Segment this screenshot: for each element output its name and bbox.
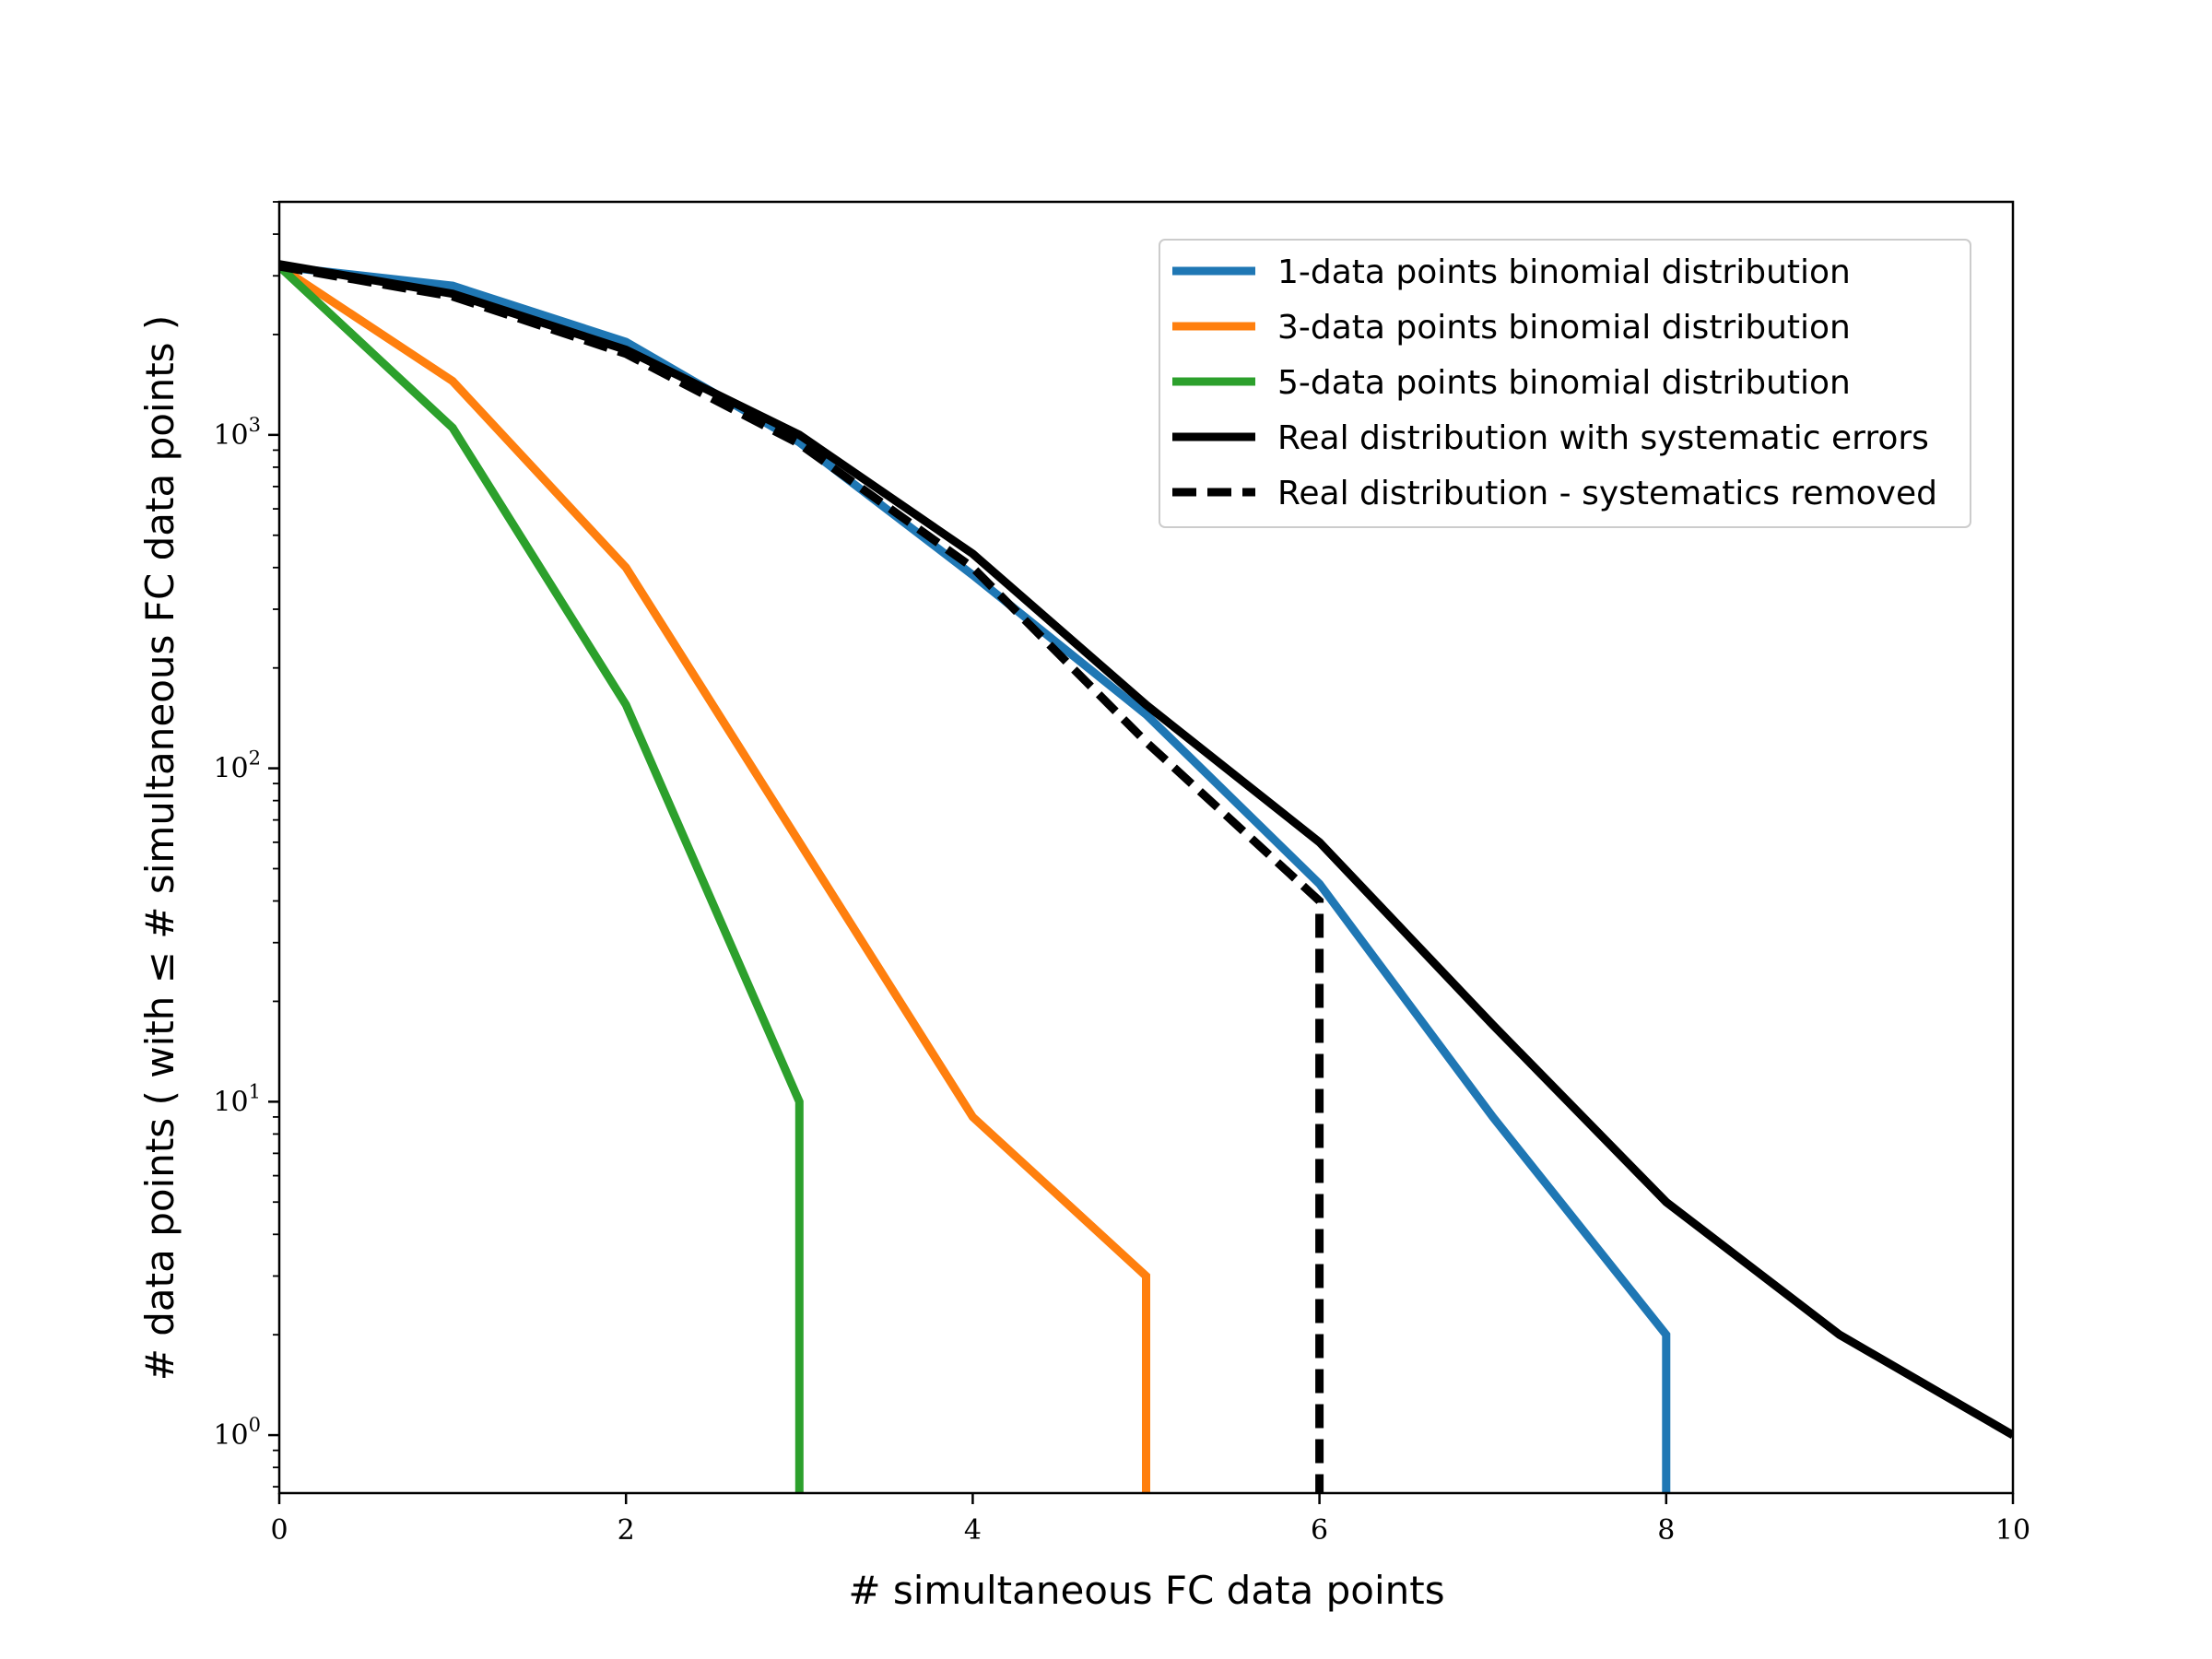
x-tick-label: 0 [270, 1514, 288, 1547]
series-line-2 [279, 263, 1150, 1493]
series-line-3 [279, 263, 804, 1493]
legend-box [1159, 239, 1971, 528]
legend-label: Real distribution with systematic errors [1277, 419, 1929, 457]
x-tick-label: 4 [964, 1514, 982, 1547]
y-tick-label: 103 [213, 414, 261, 452]
legend-label: 1-data points binomial distribution [1277, 253, 1851, 291]
x-tick-label: 6 [1311, 1514, 1328, 1547]
x-axis-label: # simultaneous FC data points [848, 1568, 1444, 1613]
y-axis-label: # data points ( with ≤ # simultaneous FC… [137, 315, 182, 1382]
legend-label: Real distribution - systematics removed [1277, 475, 1937, 512]
x-axis: 0 2 4 6 8 10 [270, 1493, 2030, 1547]
y-tick-label: 101 [213, 1080, 261, 1118]
series-line-5 [279, 262, 1324, 1493]
legend-label: 5-data points binomial distribution [1277, 364, 1851, 402]
series-layer [279, 260, 2013, 1493]
y-tick-label: 100 [213, 1414, 261, 1452]
plot-frame [277, 200, 2015, 1495]
series-line-1 [279, 262, 1671, 1493]
legend-label: 3-data points binomial distribution [1277, 309, 1851, 347]
y-tick-label: 102 [213, 747, 261, 785]
y-axis: 100 101 102 103 [213, 201, 279, 1488]
legend: 1-data points binomial distribution 3-dat… [1159, 239, 1971, 528]
x-tick-label: 10 [1995, 1514, 2030, 1547]
x-tick-label: 2 [618, 1514, 635, 1547]
x-tick-label: 8 [1657, 1514, 1675, 1547]
